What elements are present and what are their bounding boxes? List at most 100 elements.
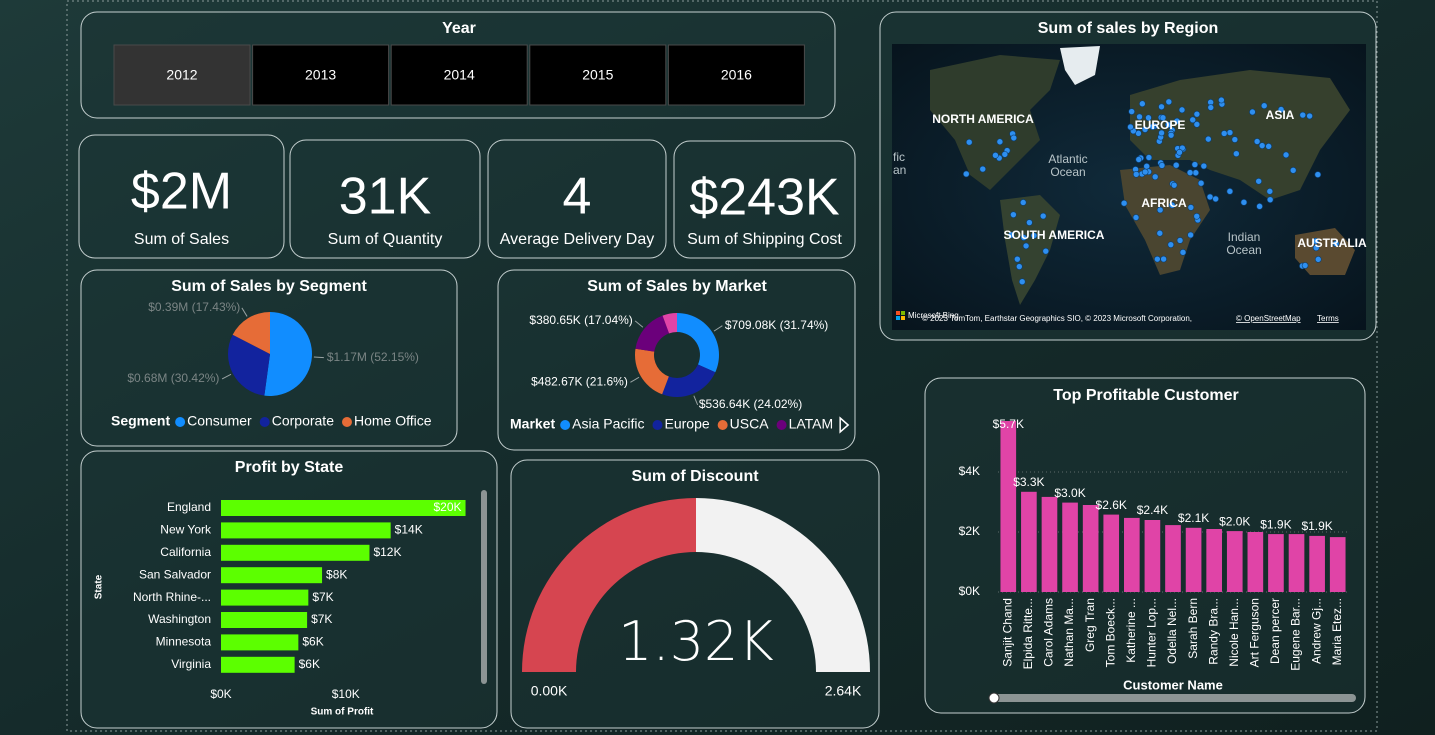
pie-slice (264, 312, 312, 397)
map-dot (1226, 129, 1234, 136)
legend-title: Segment (111, 413, 170, 429)
map-dot (962, 170, 970, 178)
scrollbar[interactable] (481, 490, 487, 684)
map-dot (1226, 188, 1234, 195)
map-label: AUSTRALIA (1297, 236, 1367, 250)
y-tick-label: New York (160, 523, 212, 537)
slicer-title: Year (442, 20, 476, 37)
legend-next[interactable] (839, 416, 850, 434)
map-dot (1186, 169, 1194, 176)
map-dot (1256, 203, 1263, 210)
x-tick-label: Odella Nel... (1165, 598, 1179, 664)
bar (1165, 525, 1181, 592)
year-button[interactable] (113, 44, 251, 106)
x-tick-label: Dean percer (1268, 598, 1282, 664)
pie-slice (227, 334, 270, 396)
map-dot (1193, 110, 1201, 118)
x-axis-title: Sum of Profit (311, 707, 374, 718)
map-dot (1001, 151, 1009, 158)
x-tick-label: Katherine ... (1124, 598, 1138, 663)
map-label: Indian (1228, 230, 1261, 244)
map-dot (1159, 114, 1167, 122)
map-label: fic (893, 150, 905, 164)
year-button[interactable] (390, 44, 528, 106)
page-outline (66, 0, 1378, 732)
map-dot (1010, 134, 1018, 142)
map-dot (1266, 188, 1274, 195)
leader-line (313, 356, 324, 359)
bar (1226, 531, 1243, 592)
leader-line (634, 320, 644, 328)
kpi-value: 4 (563, 168, 592, 226)
year-button[interactable] (667, 44, 805, 106)
map-dot (1141, 168, 1149, 176)
map-dot (1265, 143, 1272, 150)
x-tick-label: $10K (332, 687, 360, 701)
map-dot (1030, 232, 1038, 239)
data-label: $20K (434, 500, 462, 514)
data-label: $8K (326, 567, 347, 581)
bar (1000, 421, 1017, 592)
map-dot (1149, 123, 1156, 131)
map-dot (1019, 199, 1027, 206)
year-button-label[interactable]: 2013 (305, 67, 336, 83)
data-label: $2.6K (1096, 498, 1127, 512)
map-dot (992, 152, 999, 159)
bar (221, 589, 309, 606)
logo-square (896, 316, 900, 320)
data-label: $7K (312, 590, 333, 604)
land (1000, 195, 1060, 305)
map-dot (1314, 256, 1322, 263)
card (289, 139, 481, 259)
map-dot (1168, 201, 1176, 209)
data-label: $482.67K (21.6%) (531, 374, 628, 388)
pie-slice (662, 364, 716, 398)
year-button[interactable] (252, 44, 390, 106)
map-dot (1145, 114, 1152, 122)
bar (1124, 517, 1140, 592)
x-tick-label: Nathan Ma... (1062, 598, 1076, 667)
map-dot (1200, 162, 1208, 170)
legend-label: Home Office (354, 413, 432, 429)
map-dot (1139, 100, 1146, 108)
data-label: $3.3K (1013, 475, 1044, 489)
scrollbar[interactable] (990, 694, 1356, 702)
map-osm-link[interactable]: © OpenStreetMap (1236, 314, 1301, 323)
map-label: Ocean (1050, 165, 1085, 179)
data-label: $2.4K (1137, 503, 1168, 517)
x-tick-label: Sanjit Chand (1000, 598, 1014, 667)
legend-swatch (341, 417, 352, 427)
map-dot (996, 138, 1004, 146)
card (673, 140, 856, 259)
logo-square (901, 311, 905, 315)
pie-slice (662, 313, 677, 334)
kpi-label: Sum of Quantity (328, 231, 443, 248)
map-dot (1173, 117, 1181, 125)
map-terms-link[interactable]: Terms (1317, 314, 1339, 323)
map-dot (1042, 247, 1050, 255)
y-tick-label: California (160, 545, 211, 559)
year-button-label[interactable]: 2014 (444, 67, 475, 83)
year-button-label[interactable]: 2015 (582, 67, 613, 83)
year-button-label[interactable]: 2016 (721, 67, 752, 83)
kpi-label: Sum of Sales (134, 231, 229, 248)
data-label: $6K (302, 635, 323, 649)
data-label: $1.17M (52.15%) (327, 350, 419, 364)
bar (221, 544, 370, 561)
legend-swatch (175, 417, 186, 427)
x-axis-title: Customer Name (1123, 677, 1223, 692)
year-button[interactable] (529, 44, 667, 106)
kpi-value: $243K (689, 169, 840, 227)
map-dot (1306, 112, 1313, 120)
map-dot (1240, 199, 1248, 206)
map-dot (1176, 237, 1184, 244)
legend-label: Asia Pacific (572, 416, 644, 432)
scroll-handle[interactable] (988, 692, 1000, 704)
bar (1247, 532, 1264, 592)
map-label: AFRICA (1141, 196, 1187, 210)
year-button-label[interactable]: 2012 (166, 67, 197, 83)
kpi-value: 31K (339, 168, 432, 226)
map-dot (965, 138, 973, 146)
legend-title: Market (510, 416, 555, 432)
map-dot (1158, 129, 1165, 137)
